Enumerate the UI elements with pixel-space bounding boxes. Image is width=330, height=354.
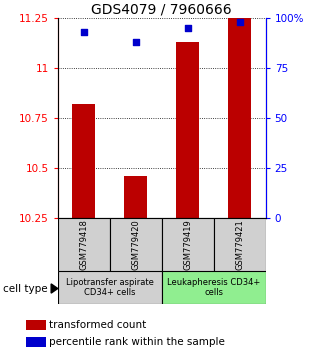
Bar [58,218,110,271]
Bar [26,320,46,330]
Text: GSM779419: GSM779419 [183,219,192,270]
Bar [176,42,199,218]
Polygon shape [51,284,58,293]
Bar [228,18,251,218]
Text: GSM779418: GSM779418 [79,219,88,270]
Text: cell type: cell type [3,284,48,293]
Bar [124,176,148,218]
Bar [110,218,162,271]
Bar [26,337,46,347]
Point [185,25,190,30]
Bar [162,218,214,271]
Text: Leukapheresis CD34+
cells: Leukapheresis CD34+ cells [167,278,260,297]
Point [133,39,138,45]
Point [81,29,86,35]
Bar [58,271,162,304]
Text: GSM779420: GSM779420 [131,219,140,270]
Text: Lipotransfer aspirate
CD34+ cells: Lipotransfer aspirate CD34+ cells [66,278,154,297]
Text: transformed count: transformed count [49,320,147,330]
Text: GSM779421: GSM779421 [235,219,244,270]
Bar [72,104,95,218]
Text: percentile rank within the sample: percentile rank within the sample [49,337,225,347]
Point [237,19,242,24]
Bar [214,218,266,271]
Title: GDS4079 / 7960666: GDS4079 / 7960666 [91,2,232,17]
Bar [162,271,266,304]
